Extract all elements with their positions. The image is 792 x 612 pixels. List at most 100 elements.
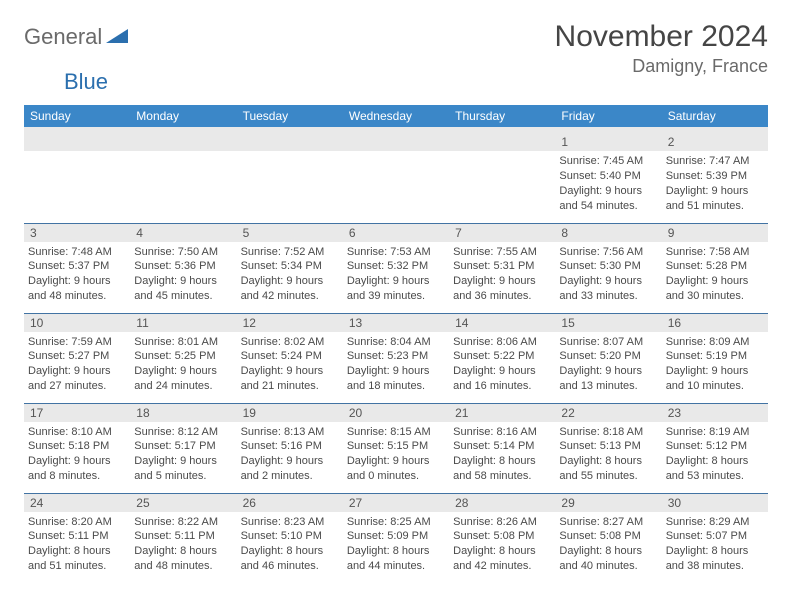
- sunrise-text: Sunrise: 8:19 AM: [666, 425, 764, 440]
- day-cell: 2Sunrise: 7:47 AMSunset: 5:39 PMDaylight…: [662, 133, 768, 223]
- sunset-text: Sunset: 5:40 PM: [559, 169, 657, 184]
- daylight-text: Daylight: 9 hours and 21 minutes.: [241, 364, 339, 394]
- day-number: [24, 133, 130, 151]
- sunset-text: Sunset: 5:22 PM: [453, 349, 551, 364]
- sunset-text: Sunset: 5:14 PM: [453, 439, 551, 454]
- sunrise-text: Sunrise: 7:50 AM: [134, 245, 232, 260]
- week-row: 3Sunrise: 7:48 AMSunset: 5:37 PMDaylight…: [24, 223, 768, 313]
- day-cell: 5Sunrise: 7:52 AMSunset: 5:34 PMDaylight…: [237, 223, 343, 313]
- daylight-text: Daylight: 8 hours and 55 minutes.: [559, 454, 657, 484]
- sunset-text: Sunset: 5:19 PM: [666, 349, 764, 364]
- daylight-text: Daylight: 9 hours and 36 minutes.: [453, 274, 551, 304]
- day-cell: 3Sunrise: 7:48 AMSunset: 5:37 PMDaylight…: [24, 223, 130, 313]
- daylight-text: Daylight: 9 hours and 24 minutes.: [134, 364, 232, 394]
- daylight-text: Daylight: 9 hours and 8 minutes.: [28, 454, 126, 484]
- day-cell: 13Sunrise: 8:04 AMSunset: 5:23 PMDayligh…: [343, 313, 449, 403]
- day-details: Sunrise: 7:45 AMSunset: 5:40 PMDaylight:…: [555, 151, 661, 215]
- daylight-text: Daylight: 8 hours and 53 minutes.: [666, 454, 764, 484]
- day-details: Sunrise: 8:25 AMSunset: 5:09 PMDaylight:…: [343, 512, 449, 576]
- weekday-header: Saturday: [662, 105, 768, 127]
- day-number: 22: [555, 404, 661, 422]
- sunset-text: Sunset: 5:08 PM: [559, 529, 657, 544]
- sunrise-text: Sunrise: 8:16 AM: [453, 425, 551, 440]
- logo-word-blue: Blue: [64, 69, 108, 94]
- day-cell: [237, 133, 343, 223]
- sunrise-text: Sunrise: 8:12 AM: [134, 425, 232, 440]
- sunset-text: Sunset: 5:11 PM: [134, 529, 232, 544]
- sunrise-text: Sunrise: 8:26 AM: [453, 515, 551, 530]
- daylight-text: Daylight: 9 hours and 27 minutes.: [28, 364, 126, 394]
- sunset-text: Sunset: 5:27 PM: [28, 349, 126, 364]
- sunrise-text: Sunrise: 8:10 AM: [28, 425, 126, 440]
- day-cell: 27Sunrise: 8:25 AMSunset: 5:09 PMDayligh…: [343, 493, 449, 583]
- day-number: 1: [555, 133, 661, 151]
- day-cell: 21Sunrise: 8:16 AMSunset: 5:14 PMDayligh…: [449, 403, 555, 493]
- day-cell: 14Sunrise: 8:06 AMSunset: 5:22 PMDayligh…: [449, 313, 555, 403]
- sunrise-text: Sunrise: 8:13 AM: [241, 425, 339, 440]
- daylight-text: Daylight: 9 hours and 42 minutes.: [241, 274, 339, 304]
- day-number: 20: [343, 404, 449, 422]
- day-details: Sunrise: 8:07 AMSunset: 5:20 PMDaylight:…: [555, 332, 661, 396]
- day-number: 13: [343, 314, 449, 332]
- weekday-header: Tuesday: [237, 105, 343, 127]
- day-details: Sunrise: 7:59 AMSunset: 5:27 PMDaylight:…: [24, 332, 130, 396]
- day-details: Sunrise: 7:52 AMSunset: 5:34 PMDaylight:…: [237, 242, 343, 306]
- sunset-text: Sunset: 5:10 PM: [241, 529, 339, 544]
- day-cell: 8Sunrise: 7:56 AMSunset: 5:30 PMDaylight…: [555, 223, 661, 313]
- sunset-text: Sunset: 5:11 PM: [28, 529, 126, 544]
- day-cell: 18Sunrise: 8:12 AMSunset: 5:17 PMDayligh…: [130, 403, 236, 493]
- day-cell: 17Sunrise: 8:10 AMSunset: 5:18 PMDayligh…: [24, 403, 130, 493]
- daylight-text: Daylight: 8 hours and 48 minutes.: [134, 544, 232, 574]
- day-number: 11: [130, 314, 236, 332]
- day-number: 27: [343, 494, 449, 512]
- day-details: Sunrise: 8:15 AMSunset: 5:15 PMDaylight:…: [343, 422, 449, 486]
- sunset-text: Sunset: 5:34 PM: [241, 259, 339, 274]
- day-details: Sunrise: 7:53 AMSunset: 5:32 PMDaylight:…: [343, 242, 449, 306]
- sunrise-text: Sunrise: 8:06 AM: [453, 335, 551, 350]
- day-number: 17: [24, 404, 130, 422]
- day-details: Sunrise: 8:16 AMSunset: 5:14 PMDaylight:…: [449, 422, 555, 486]
- sunrise-text: Sunrise: 8:07 AM: [559, 335, 657, 350]
- day-number: 15: [555, 314, 661, 332]
- daylight-text: Daylight: 9 hours and 18 minutes.: [347, 364, 445, 394]
- day-cell: 15Sunrise: 8:07 AMSunset: 5:20 PMDayligh…: [555, 313, 661, 403]
- day-details: Sunrise: 7:58 AMSunset: 5:28 PMDaylight:…: [662, 242, 768, 306]
- sunrise-text: Sunrise: 8:25 AM: [347, 515, 445, 530]
- day-number: 6: [343, 224, 449, 242]
- calendar-table: Sunday Monday Tuesday Wednesday Thursday…: [24, 105, 768, 583]
- day-details: Sunrise: 7:50 AMSunset: 5:36 PMDaylight:…: [130, 242, 236, 306]
- daylight-text: Daylight: 9 hours and 54 minutes.: [559, 184, 657, 214]
- daylight-text: Daylight: 9 hours and 51 minutes.: [666, 184, 764, 214]
- sunrise-text: Sunrise: 8:01 AM: [134, 335, 232, 350]
- day-cell: [24, 133, 130, 223]
- day-cell: 20Sunrise: 8:15 AMSunset: 5:15 PMDayligh…: [343, 403, 449, 493]
- daylight-text: Daylight: 9 hours and 10 minutes.: [666, 364, 764, 394]
- sunrise-text: Sunrise: 7:48 AM: [28, 245, 126, 260]
- day-number: 30: [662, 494, 768, 512]
- day-number: 3: [24, 224, 130, 242]
- sunrise-text: Sunrise: 8:22 AM: [134, 515, 232, 530]
- day-details: Sunrise: 7:56 AMSunset: 5:30 PMDaylight:…: [555, 242, 661, 306]
- day-number: 19: [237, 404, 343, 422]
- day-details: Sunrise: 8:23 AMSunset: 5:10 PMDaylight:…: [237, 512, 343, 576]
- daylight-text: Daylight: 8 hours and 40 minutes.: [559, 544, 657, 574]
- day-cell: 19Sunrise: 8:13 AMSunset: 5:16 PMDayligh…: [237, 403, 343, 493]
- sunset-text: Sunset: 5:31 PM: [453, 259, 551, 274]
- day-number: 28: [449, 494, 555, 512]
- weekday-header: Thursday: [449, 105, 555, 127]
- day-details: Sunrise: 8:18 AMSunset: 5:13 PMDaylight:…: [555, 422, 661, 486]
- day-cell: 7Sunrise: 7:55 AMSunset: 5:31 PMDaylight…: [449, 223, 555, 313]
- sunset-text: Sunset: 5:36 PM: [134, 259, 232, 274]
- calendar-body: 1Sunrise: 7:45 AMSunset: 5:40 PMDaylight…: [24, 127, 768, 583]
- sunset-text: Sunset: 5:30 PM: [559, 259, 657, 274]
- day-cell: 25Sunrise: 8:22 AMSunset: 5:11 PMDayligh…: [130, 493, 236, 583]
- week-row: 17Sunrise: 8:10 AMSunset: 5:18 PMDayligh…: [24, 403, 768, 493]
- daylight-text: Daylight: 9 hours and 16 minutes.: [453, 364, 551, 394]
- day-details: Sunrise: 8:12 AMSunset: 5:17 PMDaylight:…: [130, 422, 236, 486]
- day-details: Sunrise: 8:29 AMSunset: 5:07 PMDaylight:…: [662, 512, 768, 576]
- day-number: [343, 133, 449, 151]
- daylight-text: Daylight: 9 hours and 48 minutes.: [28, 274, 126, 304]
- day-cell: [130, 133, 236, 223]
- sunrise-text: Sunrise: 7:45 AM: [559, 154, 657, 169]
- day-cell: 28Sunrise: 8:26 AMSunset: 5:08 PMDayligh…: [449, 493, 555, 583]
